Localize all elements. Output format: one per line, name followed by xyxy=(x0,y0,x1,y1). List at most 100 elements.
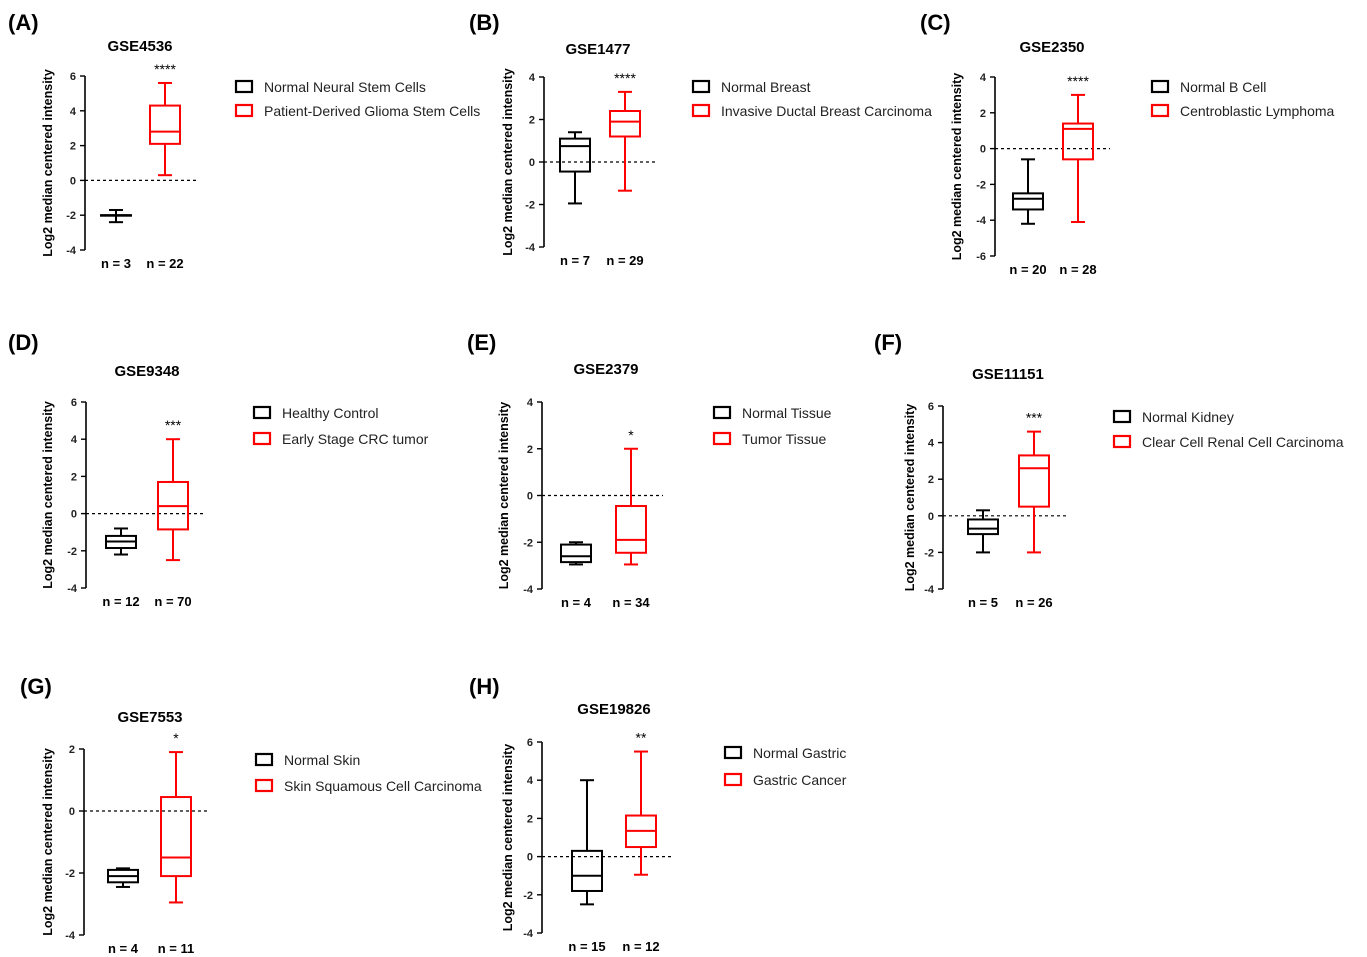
box-tumor xyxy=(609,90,641,192)
box-iqr xyxy=(160,796,192,878)
legend-swatch xyxy=(1150,103,1170,118)
significance-marker: ** xyxy=(636,730,647,746)
box-iqr xyxy=(609,110,641,138)
y-tick-label: -2 xyxy=(523,890,533,902)
y-axis-title: Log2 median centered intensity xyxy=(41,401,55,589)
group-n-label: n = 34 xyxy=(612,595,650,610)
box-tumor xyxy=(1018,430,1050,554)
group-n-label: n = 20 xyxy=(1009,262,1046,277)
group-n-label: n = 26 xyxy=(1015,595,1052,610)
legend-label: Normal Tissue xyxy=(742,405,832,421)
y-tick-label: 4 xyxy=(529,72,536,84)
panel-label: (A) xyxy=(8,10,39,35)
y-tick-label: -6 xyxy=(976,251,986,263)
legend-swatch xyxy=(234,103,254,118)
box-iqr xyxy=(559,137,591,173)
y-tick-label: 2 xyxy=(70,141,76,153)
panel-label: (B) xyxy=(469,10,500,35)
group-n-label: n = 5 xyxy=(968,595,998,610)
panel-label: (D) xyxy=(8,330,39,355)
y-tick-label: 0 xyxy=(70,175,76,187)
y-axis-title: Log2 median centered intensity xyxy=(501,744,515,932)
chart-title: GSE4536 xyxy=(107,38,172,55)
y-tick-label: 6 xyxy=(527,737,533,749)
legend-label: Normal Gastric xyxy=(753,745,846,761)
y-tick-label: 0 xyxy=(527,852,533,864)
legend-swatch xyxy=(254,778,274,793)
box-iqr xyxy=(1062,122,1094,161)
group-n-label: n = 3 xyxy=(101,256,131,271)
y-tick-label: -4 xyxy=(67,583,78,595)
legend-swatch xyxy=(723,745,743,760)
group-n-label: n = 4 xyxy=(561,595,592,610)
group-n-label: n = 22 xyxy=(146,256,183,271)
y-tick-label: 6 xyxy=(71,397,77,409)
significance-marker: **** xyxy=(1067,73,1089,89)
legend-label: Gastric Cancer xyxy=(753,772,847,788)
y-tick-label: -4 xyxy=(924,584,935,596)
chart-title: GSE2379 xyxy=(573,361,638,378)
chart-title: GSE7553 xyxy=(117,709,182,726)
legend-swatch xyxy=(254,752,274,767)
y-tick-label: -4 xyxy=(976,215,987,227)
y-tick-label: 2 xyxy=(980,108,986,120)
legend-swatch xyxy=(1150,79,1170,94)
box-tumor xyxy=(160,751,192,904)
chart-panel-a: (A) GSE4536 6 4 2 0 -2 -4 Log2 median centered i… xyxy=(8,10,480,271)
chart-panel-c: (C) GSE2350 4 2 0 -2 -4 -6 Log2 median centered … xyxy=(920,10,1335,277)
group-n-label: n = 12 xyxy=(622,939,659,954)
y-tick-label: -2 xyxy=(66,210,76,222)
y-tick-label: -2 xyxy=(65,868,75,880)
y-axis-title: Log2 median centered intensity xyxy=(497,402,511,590)
y-tick-label: 4 xyxy=(527,397,534,409)
significance-marker: **** xyxy=(614,70,636,86)
box-control xyxy=(559,131,591,205)
panel-label: (H) xyxy=(469,674,500,699)
y-axis-title: Log2 median centered intensity xyxy=(950,73,964,261)
legend-label: Normal Kidney xyxy=(1142,409,1234,425)
legend-swatch xyxy=(1112,434,1132,449)
box-control xyxy=(105,527,137,556)
y-axis-title: Log2 median centered intensity xyxy=(903,404,917,592)
legend-swatch xyxy=(691,103,711,118)
significance-marker: *** xyxy=(165,417,182,433)
chart-panel-b: (B) GSE1477 4 2 0 -2 -4 Log2 median centered in… xyxy=(469,10,932,268)
chart-title: GSE9348 xyxy=(114,363,179,380)
box-tumor xyxy=(615,447,647,566)
legend-swatch xyxy=(252,405,272,420)
box-iqr xyxy=(615,505,647,554)
y-tick-label: 6 xyxy=(70,71,76,83)
y-tick-label: 0 xyxy=(980,144,986,156)
legend-label: Early Stage CRC tumor xyxy=(282,431,429,447)
chart-panel-e: (E) GSE2379 4 2 0 -2 -4 Log2 median centered in… xyxy=(467,330,832,610)
legend-label: Normal Skin xyxy=(284,752,360,768)
significance-marker: *** xyxy=(1026,410,1043,426)
y-tick-label: 4 xyxy=(527,775,534,787)
y-tick-label: 4 xyxy=(70,106,77,118)
y-tick-label: -2 xyxy=(525,200,535,212)
panel-label: (C) xyxy=(920,10,951,35)
legend-label: Normal Breast xyxy=(721,79,811,95)
box-control xyxy=(560,541,592,566)
legend-label: Centroblastic Lymphoma xyxy=(1180,103,1335,119)
chart-panel-h: (H) GSE19826 6 4 2 0 -2 -4 Log2 median centered … xyxy=(469,674,847,954)
group-n-label: n = 4 xyxy=(108,941,139,956)
group-n-label: n = 70 xyxy=(154,594,191,609)
legend-swatch xyxy=(691,79,711,94)
y-tick-label: 0 xyxy=(527,491,533,503)
y-tick-label: -4 xyxy=(65,930,76,942)
box-tumor xyxy=(157,438,189,562)
y-tick-label: -2 xyxy=(924,547,934,559)
legend-label: Invasive Ductal Breast Carcinoma xyxy=(721,103,932,119)
y-tick-label: -2 xyxy=(976,179,986,191)
panel-label: (G) xyxy=(20,674,52,699)
y-tick-label: 4 xyxy=(928,438,935,450)
y-tick-label: 0 xyxy=(529,157,535,169)
group-n-label: n = 7 xyxy=(560,253,590,268)
box-iqr xyxy=(560,543,592,564)
y-tick-label: -4 xyxy=(525,242,536,254)
y-tick-label: -2 xyxy=(67,546,77,558)
legend-swatch xyxy=(252,431,272,446)
group-n-label: n = 29 xyxy=(606,253,643,268)
significance-marker: * xyxy=(173,730,179,746)
